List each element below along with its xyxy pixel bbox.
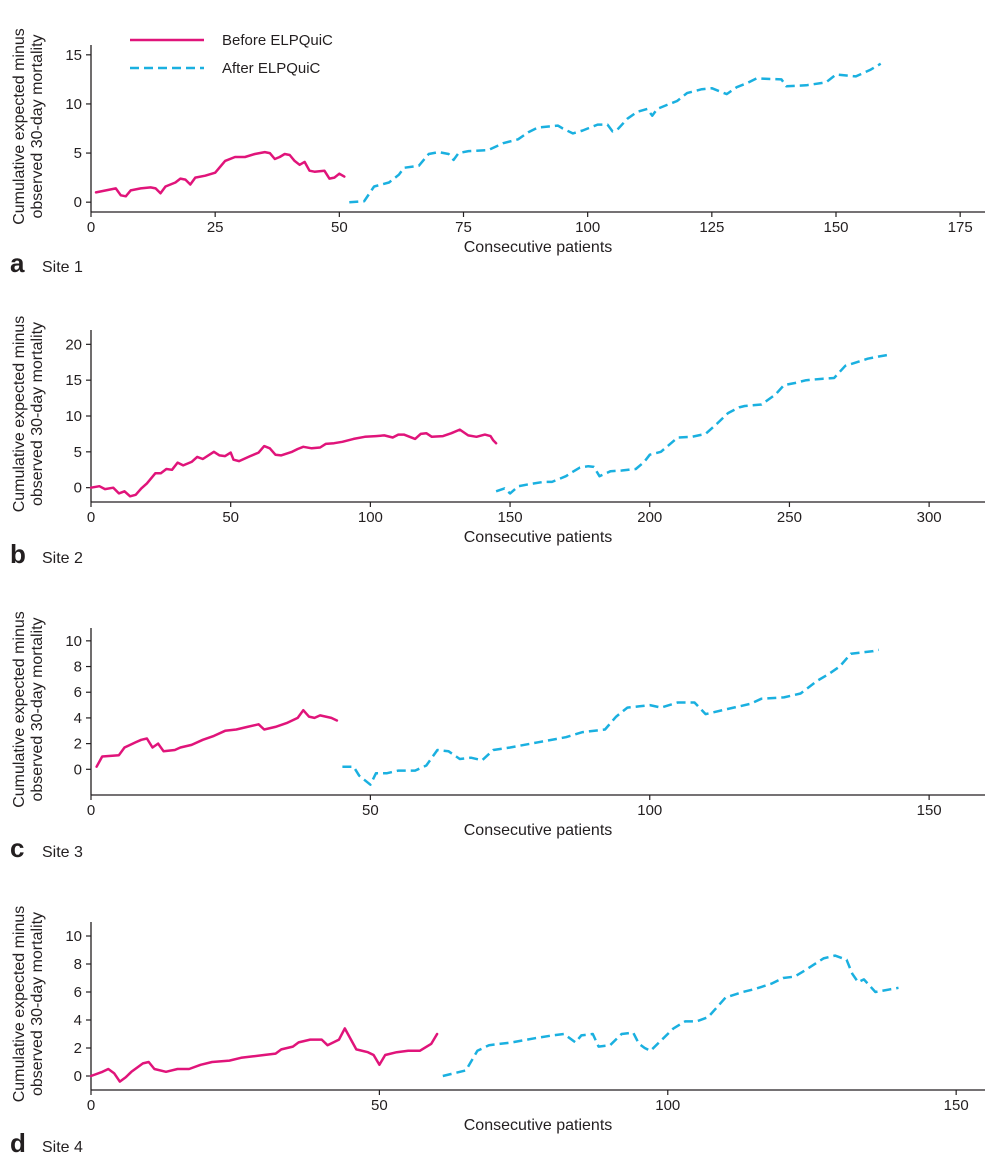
panel-letter: d <box>10 1128 26 1158</box>
y-tick-label: 2 <box>74 1040 82 1057</box>
panel-d-site-4: 0 50 100 150 0 2 4 6 8 10 Consecutive patients Cumu… <box>10 906 985 1158</box>
x-tick-label: 0 <box>87 509 95 526</box>
y-axis-label-line: observed 30-day mortality <box>29 912 46 1096</box>
y-axis-label: Cumulative expected minusobserved 30-day… <box>11 316 46 513</box>
y-tick-label: 15 <box>65 372 82 389</box>
panel-name: Site 2 <box>42 550 83 567</box>
x-tick-label: 200 <box>637 509 662 526</box>
y-axis-label-line: observed 30-day mortality <box>29 34 46 218</box>
y-tick-label: 4 <box>74 1012 82 1029</box>
panel-name: Site 3 <box>42 844 83 861</box>
y-tick-label: 0 <box>74 194 82 211</box>
y-tick-label: 0 <box>74 480 82 497</box>
x-tick-label: 150 <box>944 1097 969 1114</box>
series-line-before <box>89 1027 439 1083</box>
series-line-after <box>442 954 899 1078</box>
y-tick-label: 10 <box>65 633 82 650</box>
x-tick-label: 150 <box>823 219 848 236</box>
y-tick-label: 6 <box>74 684 82 701</box>
y-axis-label-line: Cumulative expected minus <box>11 28 28 225</box>
x-tick-label: 75 <box>455 219 472 236</box>
x-tick-label: 0 <box>87 802 95 819</box>
y-tick-label: 0 <box>74 1068 82 1085</box>
x-axis-label: Consecutive patients <box>464 822 613 839</box>
y-tick-label: 10 <box>65 928 82 945</box>
y-axis-label: Cumulative expected minusobserved 30-day… <box>11 611 46 808</box>
y-tick-label: 10 <box>65 408 82 425</box>
y-tick-label: 0 <box>74 761 82 778</box>
y-tick-label: 10 <box>65 96 82 113</box>
y-axis-label-line: Cumulative expected minus <box>11 316 28 513</box>
x-tick-label: 100 <box>655 1097 680 1114</box>
series-line-after <box>342 648 880 786</box>
y-tick-label: 5 <box>74 444 82 461</box>
y-axis-label: Cumulative expected minusobserved 30-day… <box>11 906 46 1103</box>
y-axis-label-line: observed 30-day mortality <box>29 322 46 506</box>
x-tick-label: 0 <box>87 219 95 236</box>
y-tick-label: 8 <box>74 956 82 973</box>
x-axis-label: Consecutive patients <box>464 239 613 256</box>
y-axis-label-line: observed 30-day mortality <box>29 617 46 801</box>
panel-c-site-3: 0 50 100 150 0 2 4 6 8 10 Consecutive patients Cumu… <box>10 611 985 863</box>
x-tick-label: 25 <box>207 219 224 236</box>
x-tick-label: 300 <box>917 509 942 526</box>
y-tick-label: 5 <box>74 145 82 162</box>
x-tick-label: 50 <box>371 1097 388 1114</box>
y-tick-label: 6 <box>74 984 82 1001</box>
series-line-before <box>94 150 346 198</box>
y-tick-label: 15 <box>65 47 82 64</box>
legend: Before ELPQuiC After ELPQuiC <box>130 32 333 77</box>
x-tick-label: 150 <box>917 802 942 819</box>
x-axis-label: Consecutive patients <box>464 1117 613 1134</box>
y-tick-label: 8 <box>74 659 82 676</box>
x-tick-label: 50 <box>222 509 239 526</box>
panel-letter: a <box>10 248 25 278</box>
panel-name: Site 1 <box>42 259 83 276</box>
series-line-before <box>95 708 339 768</box>
x-tick-label: 100 <box>358 509 383 526</box>
panel-name: Site 4 <box>42 1139 83 1156</box>
legend-label-before: Before ELPQuiC <box>222 32 333 49</box>
y-tick-label: 4 <box>74 710 82 727</box>
series-line-before <box>89 428 498 498</box>
panel-b-site-2: 0 50 100 150 200 250 300 0 5 10 15 20 Consecutive pa… <box>10 316 985 569</box>
series-line-after <box>349 62 882 204</box>
panel-letter: c <box>10 833 24 863</box>
y-tick-label: 2 <box>74 736 82 753</box>
y-axis-label-line: Cumulative expected minus <box>11 611 28 808</box>
x-tick-label: 125 <box>699 219 724 236</box>
x-tick-label: 50 <box>362 802 379 819</box>
x-tick-label: 250 <box>777 509 802 526</box>
legend-label-after: After ELPQuiC <box>222 60 321 77</box>
x-axis-label: Consecutive patients <box>464 529 613 546</box>
y-axis-label-line: Cumulative expected minus <box>11 906 28 1103</box>
x-tick-label: 50 <box>331 219 348 236</box>
series-line-after <box>495 353 888 495</box>
x-tick-label: 0 <box>87 1097 95 1114</box>
panel-letter: b <box>10 539 26 569</box>
x-tick-label: 150 <box>498 509 523 526</box>
x-tick-label: 100 <box>575 219 600 236</box>
panel-a-site-1: 0 25 50 75 100 125 150 175 0 5 10 15 Consecutive pat… <box>10 28 985 278</box>
x-tick-label: 100 <box>637 802 662 819</box>
y-tick-label: 20 <box>65 336 82 353</box>
y-axis-label: Cumulative expected minusobserved 30-day… <box>11 28 46 225</box>
x-tick-label: 175 <box>948 219 973 236</box>
